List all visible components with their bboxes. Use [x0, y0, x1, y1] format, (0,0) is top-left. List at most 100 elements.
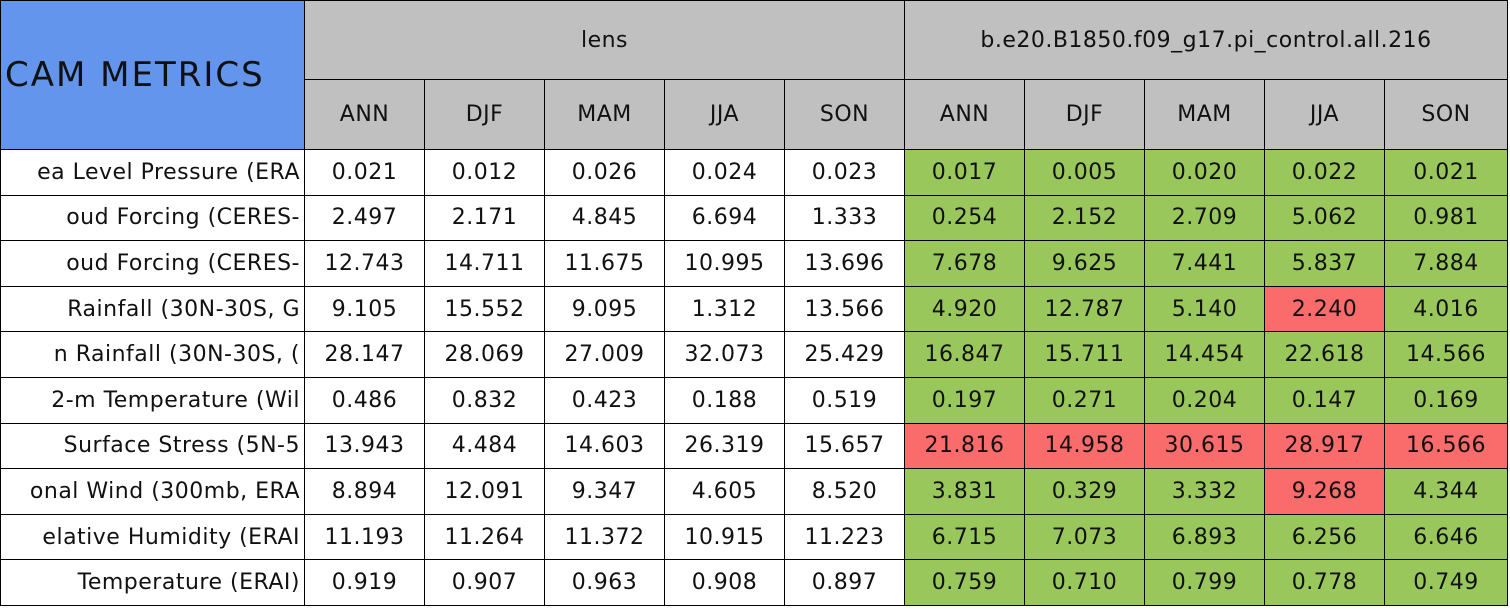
value-cell: 12.787: [1025, 286, 1145, 333]
value-cell: 14.958: [1025, 423, 1145, 470]
value-cell: 13.696: [785, 241, 905, 287]
value-cell: 11.193: [305, 514, 425, 561]
value-cell: 26.319: [665, 423, 785, 470]
value-cell: 12.743: [305, 241, 425, 287]
value-cell: 4.344: [1385, 469, 1508, 515]
value-cell: 3.831: [905, 469, 1025, 515]
value-cell: 0.963: [545, 560, 665, 606]
title-cell: CAM METRICS: [0, 0, 305, 150]
value-cell: 6.715: [905, 514, 1025, 561]
row-label: elative Humidity (ERAI: [0, 514, 305, 561]
group-header: lens: [305, 0, 905, 80]
value-cell: 4.920: [905, 286, 1025, 333]
row-label: Rainfall (30N-30S, G: [0, 286, 305, 333]
value-cell: 11.264: [425, 514, 545, 561]
value-cell: 0.271: [1025, 378, 1145, 424]
season-header: MAM: [1145, 80, 1265, 150]
season-header: SON: [1385, 80, 1508, 150]
value-cell: 7.073: [1025, 514, 1145, 561]
value-cell: 0.329: [1025, 469, 1145, 515]
value-cell: 21.816: [905, 423, 1025, 470]
value-cell: 0.799: [1145, 560, 1265, 606]
row-label: 2-m Temperature (Wil: [0, 378, 305, 424]
value-cell: 10.915: [665, 514, 785, 561]
value-cell: 0.907: [425, 560, 545, 606]
value-cell: 0.749: [1385, 560, 1508, 606]
value-cell: 6.893: [1145, 514, 1265, 561]
value-cell: 1.333: [785, 195, 905, 242]
value-cell: 11.675: [545, 241, 665, 287]
group-header: b.e20.B1850.f09_g17.pi_control.all.216: [905, 0, 1508, 80]
value-cell: 0.919: [305, 560, 425, 606]
value-cell: 9.095: [545, 286, 665, 333]
value-cell: 13.943: [305, 423, 425, 470]
value-cell: 0.204: [1145, 378, 1265, 424]
value-cell: 4.016: [1385, 286, 1508, 333]
value-cell: 8.520: [785, 469, 905, 515]
value-cell: 22.618: [1265, 332, 1385, 378]
value-cell: 0.423: [545, 378, 665, 424]
value-cell: 9.105: [305, 286, 425, 333]
value-cell: 0.759: [905, 560, 1025, 606]
value-cell: 0.486: [305, 378, 425, 424]
value-cell: 9.347: [545, 469, 665, 515]
value-cell: 0.778: [1265, 560, 1385, 606]
season-header: JJA: [665, 80, 785, 150]
value-cell: 9.625: [1025, 241, 1145, 287]
value-cell: 28.917: [1265, 423, 1385, 470]
value-cell: 25.429: [785, 332, 905, 378]
value-cell: 1.312: [665, 286, 785, 333]
value-cell: 4.484: [425, 423, 545, 470]
season-header: DJF: [425, 80, 545, 150]
value-cell: 12.091: [425, 469, 545, 515]
value-cell: 14.603: [545, 423, 665, 470]
value-cell: 0.024: [665, 150, 785, 196]
value-cell: 2.152: [1025, 195, 1145, 242]
value-cell: 2.497: [305, 195, 425, 242]
value-cell: 0.012: [425, 150, 545, 196]
value-cell: 0.021: [305, 150, 425, 196]
row-label: Temperature (ERAI): [0, 560, 305, 606]
value-cell: 0.908: [665, 560, 785, 606]
value-cell: 6.256: [1265, 514, 1385, 561]
season-header: ANN: [905, 80, 1025, 150]
value-cell: 10.995: [665, 241, 785, 287]
value-cell: 30.615: [1145, 423, 1265, 470]
value-cell: 0.981: [1385, 195, 1508, 242]
value-cell: 0.023: [785, 150, 905, 196]
value-cell: 9.268: [1265, 469, 1385, 515]
row-label: oud Forcing (CERES-: [0, 241, 305, 287]
value-cell: 28.147: [305, 332, 425, 378]
value-cell: 4.605: [665, 469, 785, 515]
value-cell: 2.171: [425, 195, 545, 242]
row-label: Surface Stress (5N-5: [0, 423, 305, 470]
season-header: SON: [785, 80, 905, 150]
value-cell: 15.657: [785, 423, 905, 470]
value-cell: 11.372: [545, 514, 665, 561]
value-cell: 5.140: [1145, 286, 1265, 333]
value-cell: 32.073: [665, 332, 785, 378]
value-cell: 0.005: [1025, 150, 1145, 196]
value-cell: 0.710: [1025, 560, 1145, 606]
row-label: n Rainfall (30N-30S, (: [0, 332, 305, 378]
value-cell: 0.020: [1145, 150, 1265, 196]
value-cell: 7.884: [1385, 241, 1508, 287]
season-header: JJA: [1265, 80, 1385, 150]
value-cell: 7.441: [1145, 241, 1265, 287]
value-cell: 0.022: [1265, 150, 1385, 196]
value-cell: 14.566: [1385, 332, 1508, 378]
value-cell: 14.454: [1145, 332, 1265, 378]
value-cell: 11.223: [785, 514, 905, 561]
value-cell: 6.694: [665, 195, 785, 242]
value-cell: 15.552: [425, 286, 545, 333]
season-header: MAM: [545, 80, 665, 150]
value-cell: 0.197: [905, 378, 1025, 424]
value-cell: 14.711: [425, 241, 545, 287]
value-cell: 0.897: [785, 560, 905, 606]
value-cell: 2.709: [1145, 195, 1265, 242]
value-cell: 8.894: [305, 469, 425, 515]
value-cell: 0.169: [1385, 378, 1508, 424]
value-cell: 0.254: [905, 195, 1025, 242]
row-label: onal Wind (300mb, ERA: [0, 469, 305, 515]
